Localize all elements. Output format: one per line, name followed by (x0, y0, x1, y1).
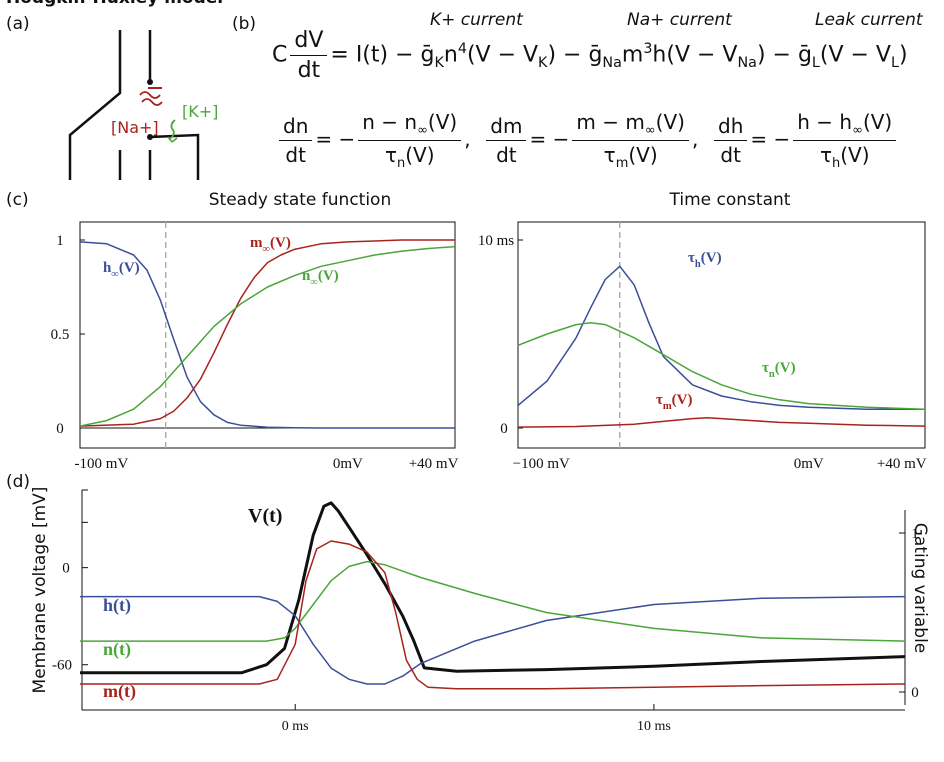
chart2-frame (517, 221, 926, 449)
chart2-label-tau-h: τh(V) (688, 250, 722, 270)
chart1-series-green (79, 245, 456, 427)
header-text: Hodgkin-Huxley model (6, 0, 223, 8)
gating-equations: dn dt = − n − n∞(V) τn(V), dm dt = − m − m∞(V) τ… (276, 110, 899, 171)
k-arrow-icon (168, 119, 176, 140)
chart1-frame (79, 221, 456, 449)
chart2-xtick: 0mV (794, 456, 824, 472)
chart1-xtick: -100 mV (75, 456, 129, 472)
chart2-series-blue (517, 265, 925, 410)
chart3-label: h(t) (103, 595, 131, 616)
k-label: [K+] (182, 102, 219, 121)
chart1-label-n: n∞(V) (302, 268, 339, 288)
chart3-series-green (80, 560, 906, 642)
ylabel-left: Membrane voltage [mV] (30, 486, 50, 694)
panel-label-c: (c) (6, 190, 29, 210)
panel-label-a: (a) (6, 14, 30, 34)
chart2-xtick: +40 mV (877, 456, 927, 472)
chart3-series-red (80, 540, 906, 690)
chart2-ytick: 0 (500, 421, 508, 437)
na-label: [Na+] (111, 118, 159, 137)
na-arrow-icon (139, 91, 161, 99)
chart1-ytick: 1 (56, 233, 64, 249)
k-current-label: K+ current (430, 10, 523, 30)
chart1-series-blue (79, 241, 455, 429)
chart3-label: m(t) (103, 681, 136, 702)
chart2-label-tau-n: τn(V) (762, 360, 796, 380)
chart2-ytick: 10 ms (478, 233, 514, 249)
panel-label-d: (d) (6, 472, 31, 492)
chart2-series-red (517, 416, 926, 428)
chart3-xtick: 10 ms (637, 719, 671, 734)
neuron-diagram (68, 30, 200, 180)
panel-label-b: (b) (232, 14, 257, 34)
chart3-series-blue (80, 595, 906, 685)
chart3-series-black (80, 501, 906, 675)
chart3-xtick: 0 ms (282, 719, 309, 734)
chart3-rtick: 0 (911, 685, 919, 701)
chart2-xtick: −100 mV (513, 456, 570, 472)
chart1-xtick: 0mV (333, 456, 363, 472)
chart3-rtick: 1 (911, 526, 919, 542)
chart1-label-m: m∞(V) (250, 235, 291, 255)
ylabel-right: Gating variable (910, 522, 930, 654)
chart-title-steady: Steady state function (208, 190, 392, 210)
chart3-label: V(t) (248, 505, 282, 527)
na-current-label: Na+ current (627, 10, 732, 30)
chart1-xtick: +40 mV (409, 456, 459, 472)
chart1-series-red (79, 239, 455, 427)
chart1-label-h: h∞(V) (103, 260, 140, 280)
chart2-label-tau-m: τm(V) (656, 392, 693, 412)
chart2-series-green (517, 321, 926, 410)
chart3-ytick: -60 (52, 658, 72, 674)
chart3-ytick: 0 (62, 561, 70, 577)
chart3-label: n(t) (103, 639, 131, 660)
chart-title-time: Time constant (669, 190, 791, 210)
chart1-ytick: 0.5 (51, 327, 70, 343)
chart1-ytick: 0 (56, 421, 64, 437)
leak-current-label: Leak current (815, 10, 923, 30)
